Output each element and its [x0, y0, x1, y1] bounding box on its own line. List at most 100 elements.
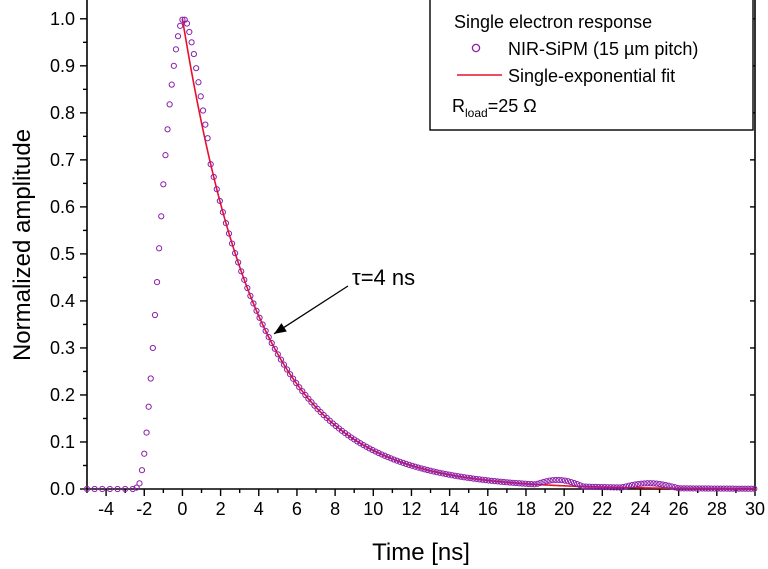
annotation-arrowhead	[274, 323, 287, 334]
data-point	[708, 485, 715, 492]
data-point	[308, 399, 315, 406]
data-point	[406, 461, 413, 468]
data-point	[473, 475, 480, 483]
tau-annotation: τ=4 ns	[352, 265, 415, 290]
data-point	[186, 28, 193, 36]
data-point	[156, 245, 163, 252]
data-point	[351, 436, 358, 443]
data-point	[522, 480, 529, 487]
data-point	[497, 478, 504, 485]
data-point	[235, 259, 242, 266]
data-point	[296, 384, 303, 391]
data-point	[696, 485, 703, 492]
x-tick-label: 24	[630, 499, 650, 519]
y-tick-label: 0.8	[50, 103, 75, 123]
data-point	[210, 173, 217, 181]
data-point	[232, 250, 239, 257]
data-point	[141, 450, 148, 457]
legend-note-subscript: load	[465, 106, 488, 120]
data-point	[114, 485, 121, 493]
data-point	[726, 485, 733, 492]
data-point	[451, 472, 459, 479]
data-point	[262, 327, 269, 335]
data-point	[586, 483, 593, 490]
data-point	[299, 388, 306, 395]
data-point	[153, 279, 161, 286]
data-point	[656, 480, 663, 488]
data-point	[457, 473, 465, 480]
data-point	[268, 339, 275, 347]
data-point	[680, 485, 688, 492]
data-point	[129, 485, 136, 493]
data-point	[732, 485, 740, 492]
data-point	[619, 484, 627, 491]
data-point	[403, 460, 410, 467]
ticks-layer: -4 -2 0 2 4 6 8 10 12 14 16 18 20 22 24 26 28 300.00.10.2…	[50, 9, 765, 519]
data-point	[145, 403, 152, 410]
data-point	[464, 474, 471, 481]
data-point	[607, 484, 614, 491]
x-tick-label: 26	[669, 499, 689, 519]
legend-marker-sipm	[471, 43, 481, 53]
data-point	[516, 480, 523, 487]
data-point	[409, 462, 416, 469]
legend-box	[429, 0, 754, 131]
data-point	[253, 307, 260, 314]
data-point	[360, 441, 367, 449]
data-point	[160, 181, 167, 188]
data-point	[528, 481, 535, 488]
data-point	[188, 39, 195, 46]
data-point	[283, 366, 291, 373]
data-point	[138, 467, 146, 474]
data-point	[470, 475, 477, 482]
data-point	[635, 480, 642, 488]
data-point	[613, 484, 620, 491]
data-point	[222, 219, 230, 227]
y-tick-label: 0.0	[50, 479, 75, 499]
data-point	[436, 469, 443, 476]
data-point	[399, 459, 407, 466]
data-point	[622, 483, 630, 490]
data-point	[290, 375, 297, 382]
data-point	[580, 483, 587, 490]
data-point	[439, 470, 446, 477]
data-point	[741, 485, 749, 492]
data-point	[202, 121, 209, 128]
data-point	[577, 482, 584, 489]
data-point	[280, 361, 288, 368]
legend-note-suffix: =25 Ω	[488, 96, 537, 116]
data-point	[748, 485, 755, 492]
data-point	[433, 469, 440, 476]
data-point	[638, 480, 645, 487]
data-point	[259, 321, 266, 328]
data-point	[421, 466, 428, 473]
data-point	[190, 50, 197, 58]
data-point	[177, 22, 184, 29]
data-point	[570, 479, 578, 487]
data-point	[549, 477, 556, 484]
x-tick-label: -2	[136, 499, 152, 519]
data-point	[519, 480, 526, 487]
data-point	[567, 478, 575, 486]
data-point	[506, 479, 514, 486]
data-point	[427, 467, 434, 474]
x-tick-label: 6	[292, 499, 302, 519]
data-point	[164, 126, 171, 133]
x-tick-label: 28	[707, 499, 727, 519]
data-point	[83, 485, 91, 493]
data-point	[448, 472, 456, 479]
data-point	[488, 477, 495, 484]
data-point	[604, 484, 611, 491]
data-point	[228, 240, 236, 247]
data-point	[247, 292, 254, 300]
y-axis-title: Normalized amplitude	[9, 129, 36, 361]
data-point	[357, 440, 364, 447]
data-point	[381, 452, 388, 459]
data-point	[225, 230, 233, 237]
data-point	[378, 451, 385, 458]
x-tick-label: 30	[745, 499, 765, 519]
data-point	[598, 483, 605, 491]
data-point	[461, 474, 468, 481]
data-point	[168, 81, 175, 88]
data-point	[745, 485, 752, 492]
